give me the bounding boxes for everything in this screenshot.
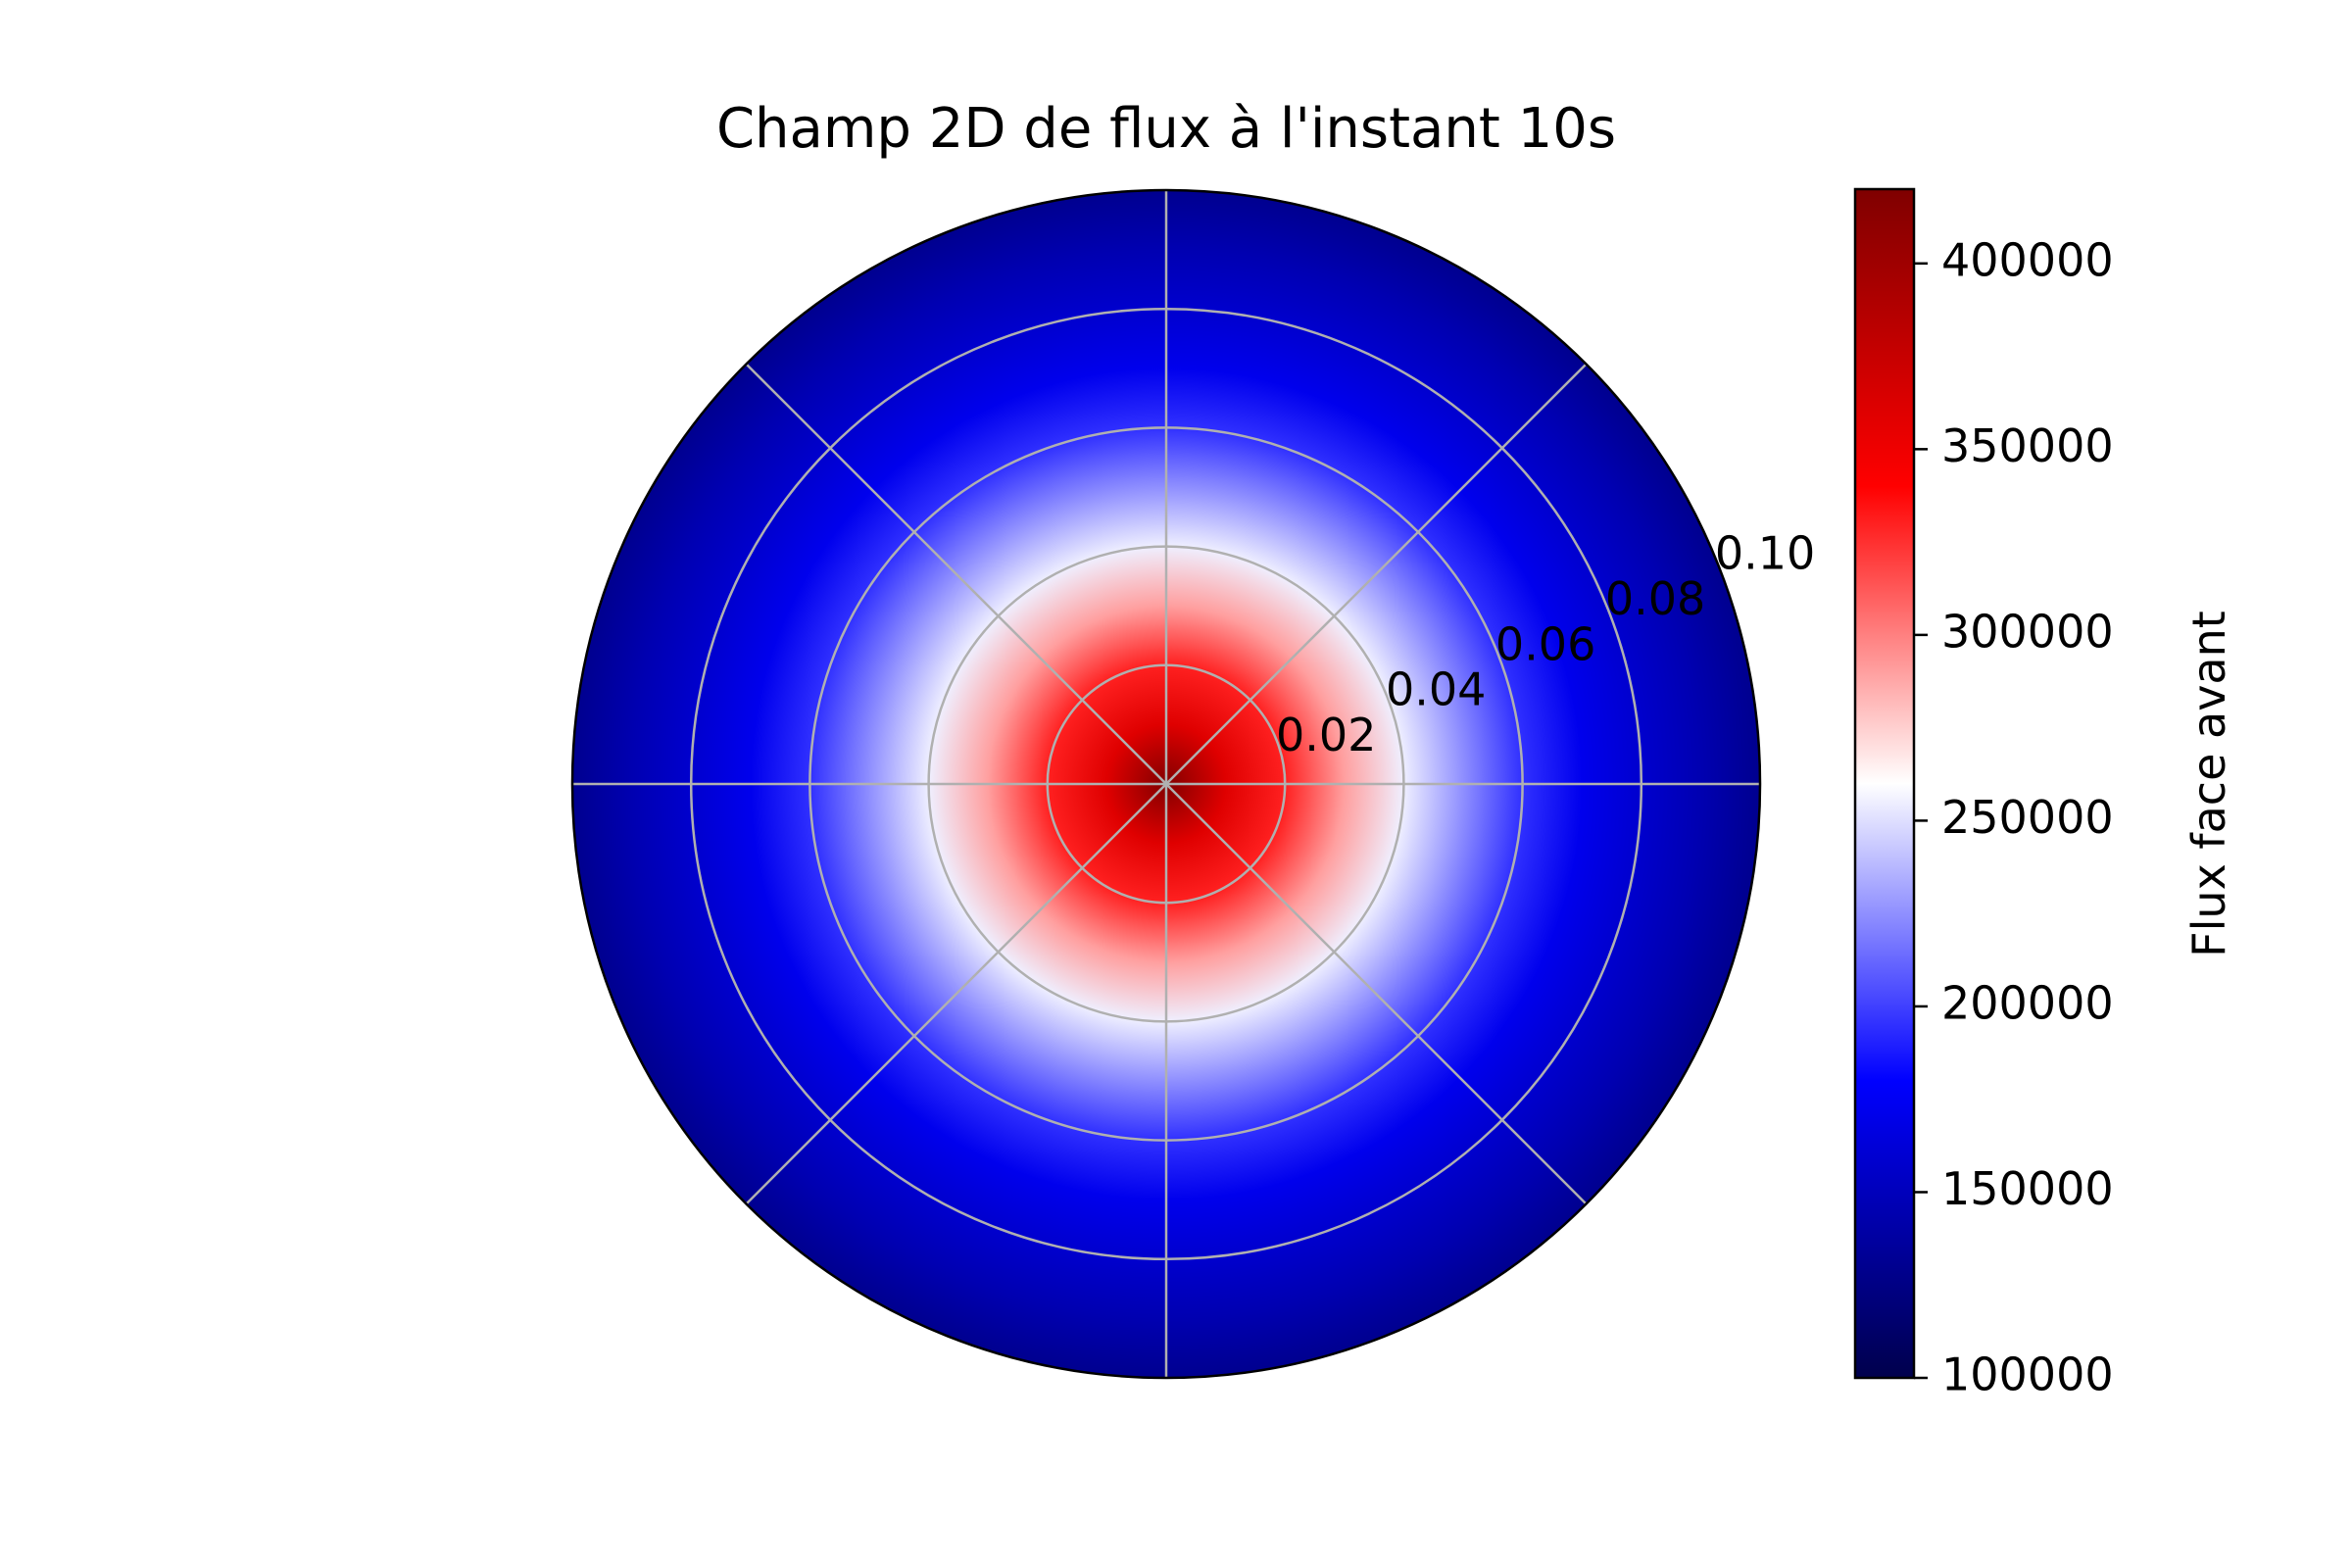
- r-gridline-0.08: [689, 307, 1643, 1261]
- colorbar-label: Flux face avant: [2182, 611, 2235, 957]
- colorbar-tick-label: 350000: [1941, 419, 2114, 472]
- r-tick-label: 0.08: [1605, 572, 1705, 625]
- theta-gridline-225: [745, 783, 1167, 1205]
- theta-gridlines: [572, 190, 1760, 1378]
- r-gridline-0.02: [1046, 663, 1287, 905]
- colorbar-tick-label: 400000: [1941, 233, 2114, 286]
- r-tick-label: 0.04: [1386, 663, 1486, 716]
- colorbar-tick-label: 300000: [1941, 605, 2114, 658]
- polar-axes: 0.020.040.060.080.10: [570, 188, 1815, 1380]
- colorbar-tick-label: 200000: [1941, 976, 2114, 1029]
- chart-title: Champ 2D de flux à l'instant 10s: [716, 97, 1616, 161]
- theta-gridline-135: [745, 363, 1167, 785]
- colorbar-tick-label: 150000: [1941, 1162, 2114, 1215]
- r-tick-label: 0.02: [1276, 709, 1376, 761]
- colorbar: 100000 150000 200000 250000 300000 350000 4000…: [1853, 187, 2235, 1401]
- radial-tick-labels: 0.020.040.060.080.10: [1276, 527, 1815, 762]
- colorbar-tick-label: 250000: [1941, 791, 2114, 844]
- polar-frame: [570, 188, 1762, 1380]
- colorbar-ticks: 100000 150000 200000 250000 300000 350000 4000…: [1914, 233, 2114, 1401]
- r-gridline-0.06: [808, 426, 1524, 1142]
- r-gridline-0.04: [927, 545, 1405, 1023]
- radial-gridlines: [689, 307, 1643, 1261]
- colorbar-fill: [1853, 187, 1916, 1380]
- colorbar-tick-label: 100000: [1941, 1348, 2114, 1401]
- r-tick-label: 0.10: [1715, 527, 1815, 580]
- theta-gridline-45: [1165, 363, 1588, 785]
- r-tick-label: 0.06: [1495, 617, 1595, 670]
- theta-gridline-315: [1165, 783, 1588, 1205]
